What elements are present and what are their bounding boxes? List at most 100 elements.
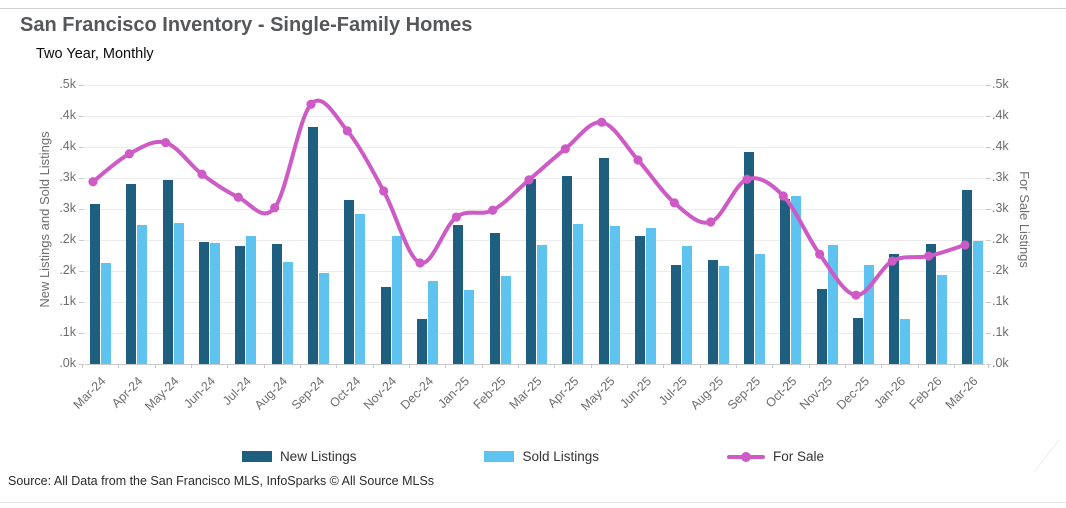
bar-sold-listings[interactable] (355, 213, 366, 364)
y-tick-mark (79, 116, 84, 117)
for-sale-point[interactable]: Jul-24 · For Sale: 0.269k (233, 192, 243, 202)
bar-sold-listings[interactable] (282, 261, 293, 364)
bar-new-listings[interactable] (453, 225, 464, 364)
bar-sold-listings[interactable] (900, 318, 911, 364)
bar-sold-listings[interactable] (500, 275, 511, 364)
y-tick-mark (79, 147, 84, 148)
bar-sold-listings[interactable] (972, 241, 983, 364)
for-sale-point[interactable]: Jan-26 · For Sale: 0.166k (887, 256, 897, 266)
bar-sold-listings[interactable] (318, 272, 329, 364)
x-tick-mark (663, 364, 665, 368)
bar-new-listings[interactable] (816, 288, 827, 364)
for-sale-point[interactable]: Mar-25 · For Sale: 0.297k (524, 175, 534, 185)
bar-new-listings[interactable] (671, 264, 682, 364)
bar-sold-listings[interactable] (173, 223, 184, 364)
for-sale-point[interactable]: Dec-24 · For Sale: 0.163k (415, 258, 425, 268)
bar-sold-listings[interactable] (573, 223, 584, 364)
source-attribution: Source: All Data from the San Francisco … (8, 474, 435, 488)
for-sale-point[interactable]: Feb-26 · For Sale: 0.174k (924, 251, 934, 261)
for-sale-point[interactable]: May-24 · For Sale: 0.357k (161, 138, 171, 148)
bar-new-listings[interactable] (162, 180, 173, 364)
x-axis-label: Aug-24 (252, 374, 291, 413)
x-tick-mark (299, 364, 301, 368)
bar-sold-listings[interactable] (754, 254, 765, 364)
bar-sold-listings[interactable] (536, 244, 547, 364)
y-tick-mark (986, 147, 991, 148)
for-sale-point[interactable]: Mar-26 · For Sale: 0.192k (960, 240, 970, 250)
for-sale-point[interactable]: Dec-25 · For Sale: 0.111k (851, 290, 861, 300)
for-sale-point[interactable]: Nov-24 · For Sale: 0.279k (379, 186, 389, 196)
bar-new-listings[interactable] (889, 254, 900, 364)
bar-sold-listings[interactable] (101, 262, 111, 364)
bar-new-listings[interactable] (525, 179, 536, 364)
for-sale-point[interactable]: Oct-24 · For Sale: 0.376k (342, 126, 352, 136)
x-axis-label: Jul-25 (656, 374, 691, 408)
y-tick-mark (79, 209, 84, 210)
bar-new-listings[interactable] (852, 318, 863, 364)
for-sale-point[interactable]: Aug-24 · For Sale: 0.252k (270, 203, 280, 213)
x-tick-mark (372, 364, 374, 368)
bar-new-listings[interactable] (90, 204, 100, 364)
for-sale-point[interactable]: Nov-25 · For Sale: 0.177k (815, 249, 825, 259)
bar-new-listings[interactable] (271, 243, 282, 364)
gridline (85, 85, 985, 86)
bar-sold-listings[interactable] (791, 195, 802, 364)
for-sale-point[interactable]: Apr-24 · For Sale: 0.339k (124, 149, 134, 159)
bar-sold-listings[interactable] (863, 264, 874, 364)
right-y-tick-label: .4k (992, 139, 1009, 153)
bar-sold-listings[interactable] (718, 266, 729, 364)
legend-item-sold-listings[interactable]: Sold Listings (484, 449, 599, 464)
bar-new-listings[interactable] (416, 318, 427, 364)
for-sale-point[interactable]: Jan-25 · For Sale: 0.237k (451, 212, 461, 222)
bar-sold-listings[interactable] (209, 243, 220, 364)
x-tick-mark (953, 364, 955, 368)
bar-new-listings[interactable] (198, 241, 209, 364)
bar-new-listings[interactable] (562, 176, 573, 364)
bar-new-listings[interactable] (489, 232, 500, 364)
x-tick-mark (987, 364, 989, 368)
x-tick-mark (626, 364, 628, 368)
left-y-tick-label: .1k (59, 294, 76, 308)
bar-new-listings[interactable] (780, 199, 791, 364)
bar-new-listings[interactable] (598, 158, 609, 364)
for-sale-point[interactable]: Jun-25 · For Sale: 0.329k (633, 155, 643, 165)
bar-new-listings[interactable] (707, 259, 718, 364)
x-axis-label: May-25 (578, 374, 618, 414)
bar-sold-listings[interactable] (137, 225, 148, 364)
bar-sold-listings[interactable] (246, 236, 257, 364)
bar-sold-listings[interactable] (936, 275, 947, 364)
x-axis-label: Dec-24 (397, 374, 436, 413)
bar-new-listings[interactable] (344, 199, 355, 364)
legend-item-for-sale[interactable]: For Sale (727, 449, 824, 464)
bar-new-listings[interactable] (380, 287, 391, 364)
bar-new-listings[interactable] (743, 151, 754, 364)
for-sale-point[interactable]: Sep-25 · For Sale: 0.298k (742, 174, 752, 184)
for-sale-point[interactable]: Aug-25 · For Sale: 0.229k (706, 217, 716, 227)
for-sale-point[interactable]: Mar-24 · For Sale: 0.294k (88, 177, 98, 187)
for-sale-point[interactable]: Apr-25 · For Sale: 0.347k (560, 144, 570, 154)
for-sale-point[interactable]: Feb-25 · For Sale: 0.248k (488, 205, 498, 215)
bar-new-listings[interactable] (634, 236, 645, 364)
bar-new-listings[interactable] (235, 246, 246, 364)
gridline (85, 116, 985, 117)
x-axis-label: Mar-24 (71, 374, 109, 412)
for-sale-point[interactable]: Jun-24 · For Sale: 0.306k (197, 169, 207, 179)
bar-new-listings[interactable] (925, 243, 936, 364)
bar-new-listings[interactable] (126, 184, 137, 364)
for-sale-point[interactable]: Oct-25 · For Sale: 0.271k (778, 191, 788, 201)
x-axis-label: Sep-24 (288, 374, 327, 413)
bar-sold-listings[interactable] (609, 225, 620, 364)
legend-item-new-listings[interactable]: New Listings (241, 449, 356, 464)
for-sale-point[interactable]: Sep-24 · For Sale: 0.419k (306, 99, 316, 109)
for-sale-point[interactable]: May-25 · For Sale: 0.39k (597, 117, 607, 127)
for-sale-point[interactable]: Jul-25 · For Sale: 0.26k (669, 198, 679, 208)
bar-sold-listings[interactable] (682, 246, 693, 364)
bar-sold-listings[interactable] (464, 289, 475, 364)
right-y-tick-label: .3k (992, 170, 1009, 184)
bar-sold-listings[interactable] (427, 280, 438, 364)
bar-sold-listings[interactable] (391, 235, 402, 364)
bar-new-listings[interactable] (961, 189, 972, 364)
bar-sold-listings[interactable] (827, 244, 838, 364)
bar-sold-listings[interactable] (645, 228, 656, 364)
bar-new-listings[interactable] (307, 127, 318, 364)
